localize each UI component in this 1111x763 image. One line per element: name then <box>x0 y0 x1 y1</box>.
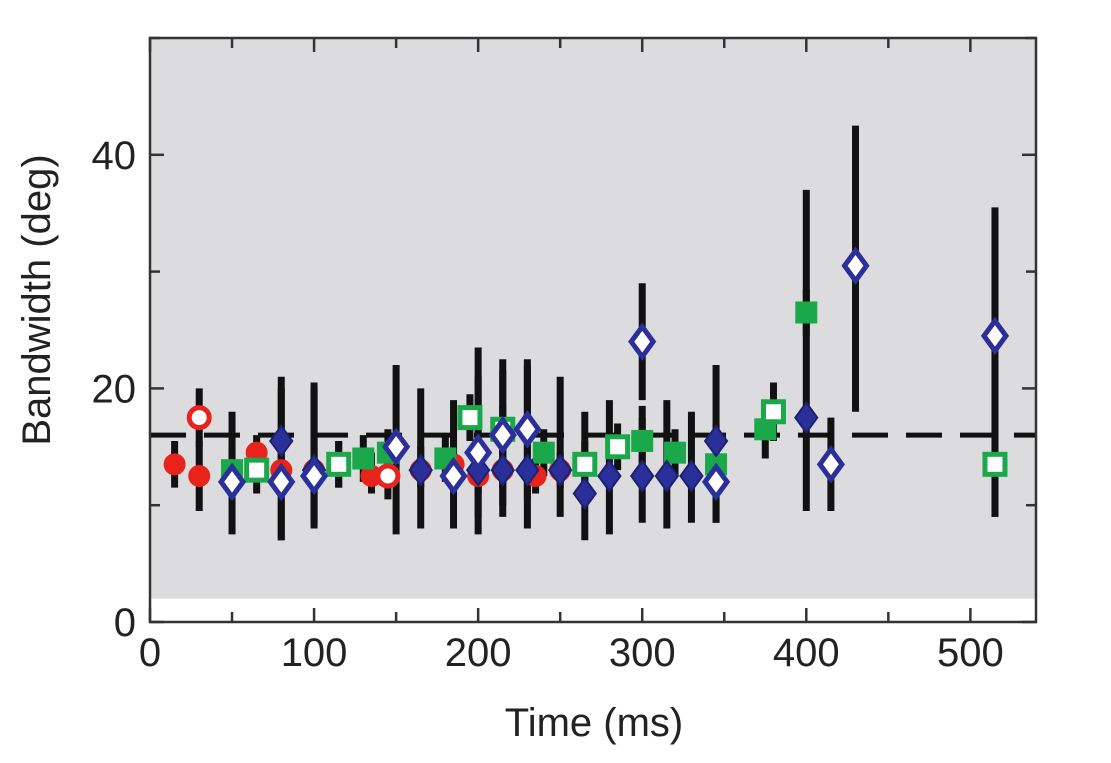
square-marker <box>631 429 654 452</box>
diamond-marker <box>701 462 731 502</box>
x-tick-label: 400 <box>773 631 840 675</box>
x-tick-label: 200 <box>445 631 512 675</box>
y-axis-label: Bandwidth (deg) <box>15 154 59 445</box>
diamond-marker <box>439 456 468 496</box>
diamond-marker <box>841 246 870 285</box>
diamond-marker <box>217 462 247 502</box>
diamond-marker <box>299 456 329 496</box>
diamond-marker <box>490 453 515 487</box>
diamond-marker <box>488 415 517 455</box>
diamond-marker <box>816 445 846 484</box>
y-tick-label: 40 <box>92 134 137 178</box>
square-marker <box>326 451 352 477</box>
square-marker <box>982 451 1008 477</box>
diamond-marker <box>794 400 819 435</box>
diamond-marker <box>597 459 622 493</box>
diamond-marker <box>547 453 573 487</box>
square-marker <box>605 434 631 460</box>
diamond-marker <box>269 424 294 458</box>
square-marker <box>352 447 375 470</box>
square-marker <box>572 451 598 477</box>
square-marker <box>795 301 818 324</box>
square-marker <box>457 405 483 431</box>
y-tick-labels: 0 20 40 <box>92 134 137 645</box>
plot-frame <box>148 36 1038 624</box>
diamond-marker <box>703 424 729 458</box>
square-marker <box>244 457 270 483</box>
x-tick-label: 500 <box>937 631 1004 675</box>
diamond-marker <box>980 316 1010 356</box>
axes-frame <box>148 36 1038 624</box>
y-tick-label: 0 <box>114 601 136 645</box>
circle-marker <box>163 453 186 476</box>
plot-background <box>150 38 1036 622</box>
circle-marker <box>375 463 401 489</box>
diamond-marker <box>464 433 493 472</box>
diamond-marker <box>654 459 680 493</box>
data-markers <box>163 246 1010 511</box>
y-tick-label: 20 <box>92 367 137 411</box>
x-tick-label: 100 <box>281 631 348 675</box>
x-tick-labels: 0 100 200 300 400 500 <box>139 631 1004 675</box>
diamond-marker <box>382 427 411 467</box>
diamond-marker <box>267 462 296 502</box>
diamond-marker <box>628 322 657 361</box>
diamond-marker <box>679 459 704 493</box>
x-tick-label: 300 <box>609 631 676 675</box>
diamond-marker <box>629 459 655 493</box>
square-marker <box>532 441 555 464</box>
diamond-marker <box>572 476 598 511</box>
circle-marker <box>186 405 212 431</box>
x-axis-label: Time (ms) <box>505 701 683 745</box>
circle-marker <box>188 465 211 487</box>
x-tick-label: 0 <box>139 631 161 675</box>
square-marker <box>664 441 687 464</box>
diamond-marker <box>515 453 540 487</box>
shaded-band <box>150 38 1036 599</box>
diamond-marker <box>408 453 433 487</box>
square-marker <box>760 399 786 425</box>
diamond-marker <box>513 410 542 449</box>
